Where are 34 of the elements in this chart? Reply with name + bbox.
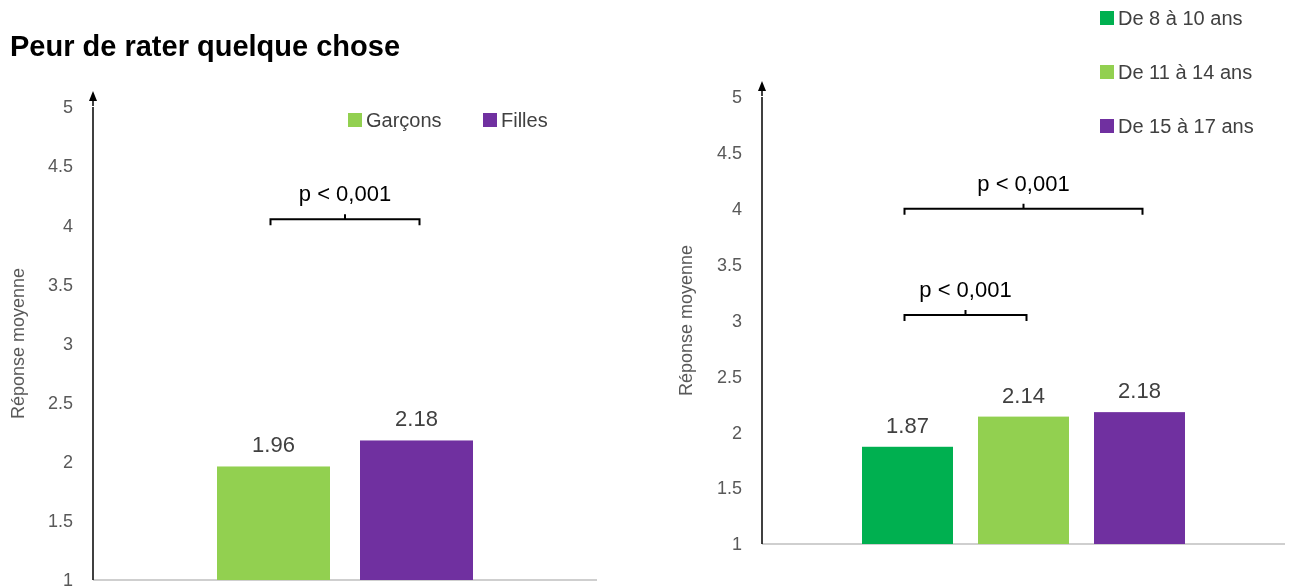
y-tick-label: 3.5 (716, 254, 742, 275)
y-tick-label: 2 (62, 452, 73, 473)
data-label: 1.87 (886, 412, 929, 438)
y-tick-label: 3 (62, 333, 73, 354)
y-tick-label: 1 (62, 570, 73, 588)
y-axis-title: Réponse moyenne (676, 244, 696, 397)
annotation: p < 0,001 (919, 276, 1012, 302)
chart-title: Peur de rater quelque chose (10, 30, 401, 62)
y-tick-label: 4.5 (47, 156, 73, 177)
legend-label: De 15 à 17 ans (1118, 115, 1254, 137)
legend-label: Filles (501, 109, 548, 131)
y-tick-label: 3 (731, 310, 742, 331)
data-label: 2.14 (1002, 382, 1045, 408)
y-tick-label: 2 (731, 422, 742, 443)
y-tick-label: 2.5 (716, 366, 742, 387)
data-label: 2.18 (395, 406, 438, 432)
y-tick-label: 5 (62, 97, 73, 118)
y-tick-label: 4.5 (716, 143, 742, 164)
y-tick-label: 3.5 (47, 274, 73, 295)
annotation: p < 0,001 (298, 181, 392, 207)
legend-label: De 8 à 10 ans (1118, 7, 1243, 29)
y-tick-label: 4 (731, 199, 742, 220)
y-tick-label: 1.5 (47, 511, 73, 532)
y-axis-title: Réponse moyenne (8, 267, 28, 420)
legend-label: De 11 à 14 ans (1118, 61, 1253, 83)
y-tick-label: 1.5 (716, 478, 742, 499)
data-label: 2.18 (1118, 378, 1161, 404)
y-tick-label: 4 (62, 215, 73, 236)
y-tick-label: 1 (731, 534, 742, 555)
data-label: 1.96 (252, 432, 295, 458)
y-tick-label: 2.5 (47, 392, 73, 413)
y-tick-label: 5 (731, 87, 742, 108)
legend-label: Garçons (366, 109, 442, 131)
annotation: p < 0,001 (977, 170, 1070, 196)
